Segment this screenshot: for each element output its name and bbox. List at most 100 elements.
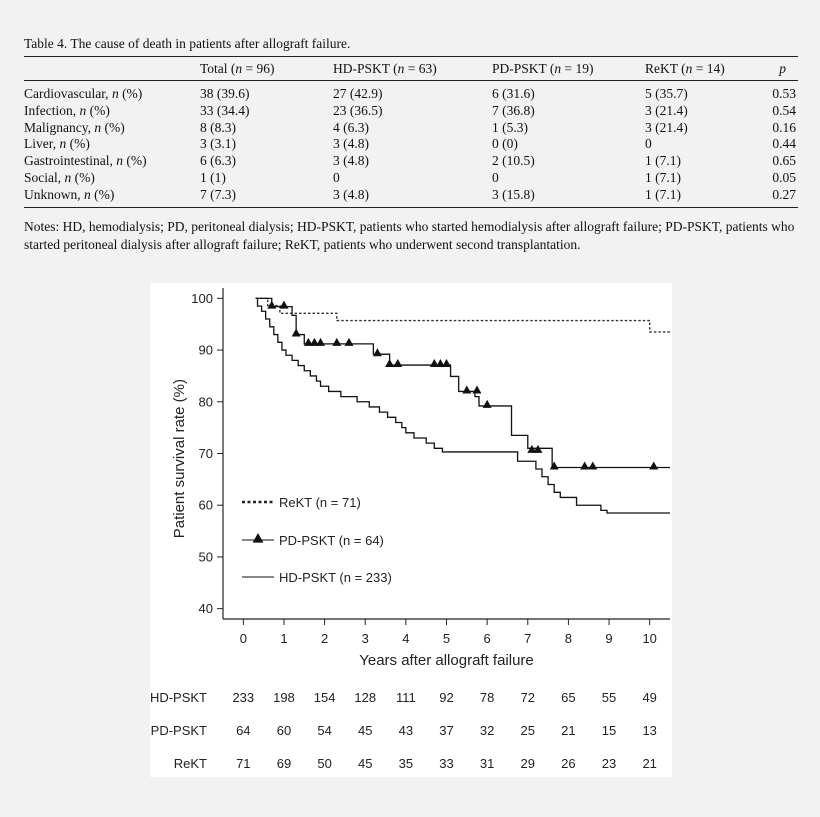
risk-table-value: 78 bbox=[480, 690, 494, 705]
risk-table-group-label: PD-PSKT bbox=[151, 723, 207, 738]
table-cell: 27 (42.9) bbox=[333, 86, 383, 101]
table-cell: 0.05 bbox=[772, 169, 796, 185]
table-cell: 7 (36.8) bbox=[492, 102, 535, 118]
table-cell: 0 bbox=[333, 169, 340, 185]
legend-label: HD-PSKT (n = 233) bbox=[279, 570, 392, 585]
hd-pskt-survival-line bbox=[255, 297, 670, 514]
censor-marker bbox=[472, 385, 482, 394]
table-cell: Infection, n (%) bbox=[24, 102, 110, 118]
risk-table-value: 35 bbox=[399, 756, 413, 771]
censor-marker bbox=[372, 348, 382, 357]
risk-table-value: 233 bbox=[232, 690, 254, 705]
risk-table-value: 65 bbox=[561, 690, 575, 705]
risk-table-value: 71 bbox=[236, 756, 250, 771]
column-header: p bbox=[779, 61, 786, 76]
censor-marker bbox=[482, 399, 492, 408]
x-tick-label: 8 bbox=[565, 631, 572, 646]
risk-table-value: 50 bbox=[317, 756, 331, 771]
censor-marker bbox=[344, 337, 354, 346]
table-cell: 0.44 bbox=[772, 136, 796, 152]
censor-marker bbox=[303, 337, 313, 346]
x-tick-label: 1 bbox=[280, 631, 287, 646]
table-notes: Notes: HD, hemodialysis; PD, peritoneal … bbox=[24, 218, 795, 252]
column-header: Total (n = 96) bbox=[200, 61, 275, 76]
table-row: Liver, n (%) 3 (3.1) 3 (4.8) 0 (0) 0 0.44 bbox=[24, 136, 798, 153]
table-cell: 3 (4.8) bbox=[333, 153, 369, 169]
table-cell: 1 (7.1) bbox=[645, 153, 681, 169]
risk-table-value: 92 bbox=[439, 690, 453, 705]
censor-marker bbox=[533, 444, 543, 453]
table-cell: 0.16 bbox=[772, 119, 796, 135]
column-header: HD-PSKT (n = 63) bbox=[333, 61, 437, 76]
table-cell: 1 (5.3) bbox=[492, 119, 528, 135]
table-cell: 3 (3.1) bbox=[200, 136, 236, 152]
risk-table-value: 43 bbox=[399, 723, 413, 738]
table-caption: Table 4. The cause of death in patients … bbox=[24, 36, 351, 51]
censor-marker bbox=[316, 337, 326, 346]
censor-marker bbox=[279, 300, 289, 309]
table-row: Infection, n (%) 33 (34.4) 23 (36.5) 7 (36.… bbox=[24, 103, 798, 120]
table-cell: 0 bbox=[645, 136, 652, 152]
table-cell: 23 (36.5) bbox=[333, 102, 383, 118]
x-tick-label: 10 bbox=[642, 631, 656, 646]
risk-table-value: 15 bbox=[602, 723, 616, 738]
risk-table-value: 37 bbox=[439, 723, 453, 738]
table-cell: 6 (31.6) bbox=[492, 86, 535, 101]
table-cell: 3 (21.4) bbox=[645, 119, 688, 135]
rekt-survival-line bbox=[255, 297, 670, 333]
y-tick-label: 40 bbox=[199, 601, 213, 616]
table-cell: 3 (21.4) bbox=[645, 102, 688, 118]
table-cell: Cardiovascular, n (%) bbox=[24, 86, 143, 101]
y-tick-label: 90 bbox=[199, 343, 213, 358]
x-tick-label: 7 bbox=[524, 631, 531, 646]
table-cell: Gastrointestinal, n (%) bbox=[24, 153, 147, 169]
survival-figure: 100 90 80 70 60 50 40 0 1 2 3 4 5 6 7 8 9 10 Years after a… bbox=[150, 283, 672, 777]
x-tick-label: 3 bbox=[362, 631, 369, 646]
table-cell: 0.54 bbox=[772, 102, 796, 118]
table-cell: Social, n (%) bbox=[24, 169, 95, 185]
x-tick-label: 0 bbox=[240, 631, 247, 646]
legend-label: PD-PSKT (n = 64) bbox=[279, 533, 384, 548]
table-cell: 0.65 bbox=[772, 153, 796, 169]
table-cell: 3 (4.8) bbox=[333, 136, 369, 152]
risk-table-value: 49 bbox=[642, 690, 656, 705]
censor-marker bbox=[332, 337, 342, 346]
censor-marker bbox=[442, 359, 451, 368]
risk-table-value: 69 bbox=[277, 756, 291, 771]
table-cell: Malignancy, n (%) bbox=[24, 119, 125, 135]
table-cell: 38 (39.6) bbox=[200, 86, 250, 101]
y-tick-label: 50 bbox=[199, 549, 213, 564]
table-cell: 0.27 bbox=[772, 186, 796, 202]
legend-triangle-marker bbox=[252, 533, 264, 543]
censor-marker bbox=[462, 385, 472, 394]
censor-marker bbox=[527, 444, 537, 453]
table-cell: 1 (7.1) bbox=[645, 186, 681, 202]
censor-marker bbox=[309, 337, 319, 346]
risk-table-value: 128 bbox=[354, 690, 376, 705]
risk-table-value: 64 bbox=[236, 723, 250, 738]
table-header-row: Total (n = 96) HD-PSKT (n = 63) PD-PSKT (n… bbox=[24, 56, 798, 81]
risk-table-value: 29 bbox=[521, 756, 535, 771]
table-cell: 3 (15.8) bbox=[492, 186, 535, 202]
table-row: Social, n (%) 1 (1) 0 0 1 (7.1) 0.05 bbox=[24, 170, 798, 187]
risk-table-value: 54 bbox=[317, 723, 331, 738]
table-row: Gastrointestinal, n (%) 6 (6.3) 3 (4.8) 2 (… bbox=[24, 153, 798, 170]
cause-of-death-table: Total (n = 96) HD-PSKT (n = 63) PD-PSKT (n… bbox=[24, 56, 798, 208]
table-row: Cardiovascular, n (%) 38 (39.6) 27 (42.9) 6… bbox=[24, 81, 798, 103]
table-row: Malignancy, n (%) 8 (8.3) 4 (6.3) 1 (5.3) 3 … bbox=[24, 120, 798, 137]
legend-label: ReKT (n = 71) bbox=[279, 495, 361, 510]
y-tick-label: 80 bbox=[199, 394, 213, 409]
risk-table-value: 32 bbox=[480, 723, 494, 738]
censor-marker bbox=[588, 461, 598, 470]
risk-table-value: 45 bbox=[358, 723, 372, 738]
risk-table-value: 31 bbox=[480, 756, 494, 771]
x-axis-label: Years after allograft failure bbox=[359, 652, 534, 669]
table-cell: 6 (6.3) bbox=[200, 153, 236, 169]
table-cell: 3 (4.8) bbox=[333, 186, 369, 202]
table-cell: 0.53 bbox=[772, 86, 796, 101]
censor-marker bbox=[385, 359, 395, 368]
column-header bbox=[24, 57, 200, 81]
table-cell: 0 (0) bbox=[492, 136, 518, 152]
censor-marker bbox=[435, 359, 445, 368]
x-tick-label: 5 bbox=[443, 631, 450, 646]
